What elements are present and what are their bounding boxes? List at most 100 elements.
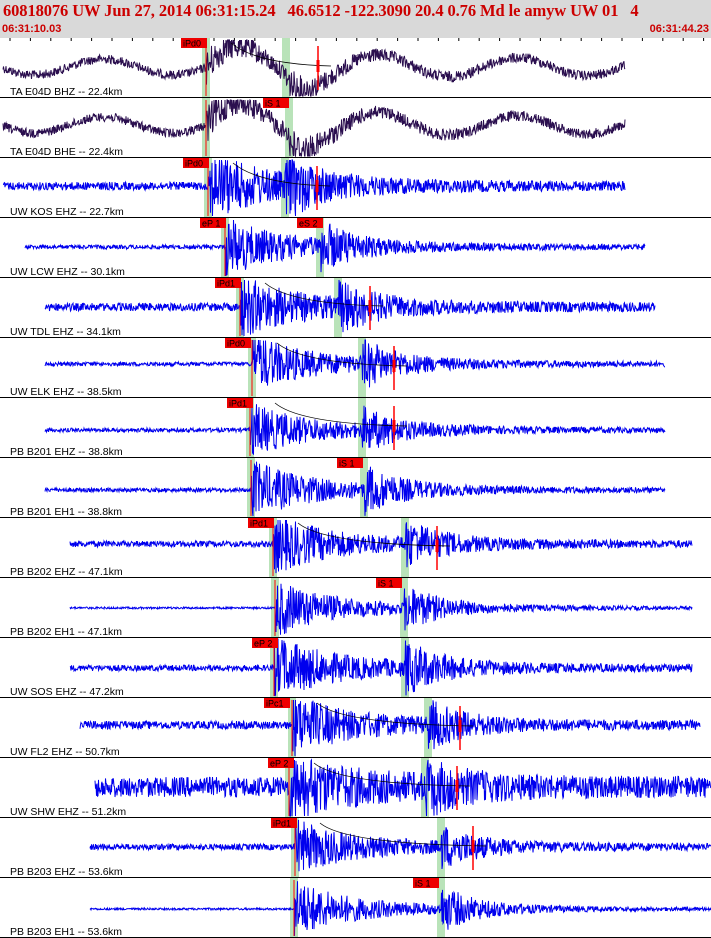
pick-box[interactable] — [252, 638, 278, 648]
waveform — [2, 39, 626, 97]
station-label: UW SHW EHZ -- 51.2km — [10, 806, 126, 818]
station-label: TA E04D BHE -- 22.4km — [10, 146, 123, 158]
pick-label: eP 2 — [254, 639, 272, 649]
pick-label: iPc1 — [266, 699, 284, 709]
trace-panel[interactable]: iPd1 PB B203 EHZ -- 53.6km — [0, 818, 711, 878]
station-label: UW FL2 EHZ -- 50.7km — [10, 746, 120, 758]
time-end-label: 06:31:44.23 — [649, 23, 709, 35]
waveform — [24, 219, 646, 277]
pick-label: iS 1 — [339, 459, 355, 469]
pick-box[interactable] — [337, 458, 363, 468]
pick-box[interactable] — [376, 578, 402, 588]
trace-panel[interactable]: eP 2 UW SOS EHZ -- 47.2km — [0, 638, 711, 698]
pick-label: iPd1 — [229, 399, 247, 409]
station-label: UW TDL EHZ -- 34.1km — [10, 326, 121, 338]
pick-box[interactable] — [413, 878, 439, 888]
s-window-band — [282, 38, 290, 98]
waveform — [69, 519, 693, 574]
s-window-band — [400, 578, 408, 638]
pick-box[interactable] — [200, 218, 226, 228]
seismogram-panel[interactable]: iPd0 TA E04D BHZ -- 22.4km iS 1 TA E04D BHE… — [0, 38, 711, 938]
pick-box[interactable] — [263, 98, 289, 108]
coda-fit-curve — [274, 402, 408, 427]
pick-box[interactable] — [227, 398, 253, 408]
pick-box[interactable] — [183, 158, 209, 168]
pick-label: iPd1 — [217, 279, 235, 289]
trace-panel[interactable]: iPd1 PB B202 EHZ -- 47.1km — [0, 518, 711, 578]
trace-panel[interactable]: eP 1 eS 2 UW LCW EHZ -- 30.1km — [0, 218, 711, 278]
trace-panel[interactable]: iPd1 PB B201 EHZ -- 38.8km — [0, 398, 711, 458]
pick-label: iS 1 — [378, 579, 394, 589]
station-label: UW LCW EHZ -- 30.1km — [10, 266, 125, 278]
pick-box[interactable] — [268, 758, 294, 768]
trace-panel[interactable]: iS 1 PB B203 EH1 -- 53.6km — [0, 878, 711, 938]
trace-panel[interactable]: iPd0 UW ELK EHZ -- 38.5km — [0, 338, 711, 398]
event-title: 60818076 UW Jun 27, 2014 06:31:15.24 46.… — [3, 1, 639, 20]
pick-label-secondary: eS 2 — [299, 219, 318, 229]
coda-fit-curve — [319, 822, 487, 847]
station-label: UW SOS EHZ -- 47.2km — [10, 686, 124, 698]
trace-panel[interactable]: iPd1 UW TDL EHZ -- 34.1km — [0, 278, 711, 338]
pick-box-secondary[interactable] — [297, 218, 323, 228]
waveform — [69, 583, 693, 635]
header-bar: 60818076 UW Jun 27, 2014 06:31:15.24 46.… — [0, 0, 711, 38]
trace-panel[interactable]: iS 1 PB B202 EH1 -- 47.1km — [0, 578, 711, 638]
time-axis-ticks — [9, 38, 705, 41]
waveform — [44, 339, 666, 388]
station-label: PB B201 EH1 -- 38.8km — [10, 506, 122, 518]
pick-box[interactable] — [225, 338, 251, 348]
amplitude-marker-box — [471, 840, 475, 852]
trace-panel[interactable]: iPc1 UW FL2 EHZ -- 50.7km — [0, 698, 711, 758]
station-label: PB B202 EH1 -- 47.1km — [10, 626, 122, 638]
amplitude-marker-box — [368, 300, 372, 312]
trace-panel[interactable]: iPd0 UW KOS EHZ -- 22.7km — [0, 158, 711, 218]
pick-box[interactable] — [271, 818, 297, 828]
pick-box[interactable] — [264, 698, 290, 708]
station-label: TA E04D BHZ -- 22.4km — [10, 86, 123, 98]
station-label: PB B203 EHZ -- 53.6km — [10, 866, 123, 878]
station-label: PB B201 EHZ -- 38.8km — [10, 446, 123, 458]
pick-box[interactable] — [181, 38, 207, 48]
coda-fit-curve — [264, 282, 384, 307]
coda-fit-curve — [297, 522, 451, 547]
amplitude-marker-box — [316, 60, 320, 72]
waveform — [79, 699, 701, 757]
coda-fit-curve — [230, 42, 332, 67]
coda-fit-curve — [316, 702, 474, 727]
pick-label: iS 1 — [415, 879, 431, 889]
waveform — [89, 881, 711, 936]
coda-fit-curve — [313, 762, 471, 787]
pick-label: iPd1 — [250, 519, 268, 529]
coda-fit-curve — [276, 342, 408, 367]
waveform — [89, 819, 711, 872]
station-label: UW KOS EHZ -- 22.7km — [10, 206, 124, 218]
station-label: UW ELK EHZ -- 38.5km — [10, 386, 122, 398]
pick-label: eP 2 — [270, 759, 288, 769]
trace-panel[interactable]: eP 2 UW SHW EHZ -- 51.2km — [0, 758, 711, 818]
waveform — [44, 404, 666, 455]
trace-panel[interactable]: iS 1 PB B201 EH1 -- 38.8km — [0, 458, 711, 518]
pick-label: iPd0 — [227, 339, 245, 349]
coda-fit-curve — [232, 162, 331, 187]
station-label: PB B203 EH1 -- 53.6km — [10, 926, 122, 938]
pick-box[interactable] — [215, 278, 241, 288]
waveform — [2, 159, 626, 217]
pick-label: eP 1 — [202, 219, 220, 229]
amplitude-marker-box — [315, 180, 319, 192]
pick-label: iPd1 — [273, 819, 291, 829]
trace-panel[interactable]: iPd0 TA E04D BHZ -- 22.4km — [0, 38, 711, 98]
time-start-label: 06:31:10.03 — [2, 23, 62, 35]
trace-panel[interactable]: iS 1 TA E04D BHE -- 22.4km — [0, 98, 711, 158]
s-window-band — [358, 398, 366, 458]
station-label: PB B202 EHZ -- 47.1km — [10, 566, 123, 578]
pick-box[interactable] — [248, 518, 274, 528]
waveform — [2, 98, 626, 158]
waveform — [94, 758, 711, 817]
waveform — [69, 638, 693, 697]
pick-label: iS 1 — [265, 99, 281, 109]
pick-label: iPd0 — [183, 39, 201, 49]
s-window-band — [401, 638, 409, 698]
amplitude-marker-box — [435, 540, 439, 552]
amplitude-marker-box — [392, 360, 396, 372]
amplitude-marker-box — [455, 780, 459, 792]
